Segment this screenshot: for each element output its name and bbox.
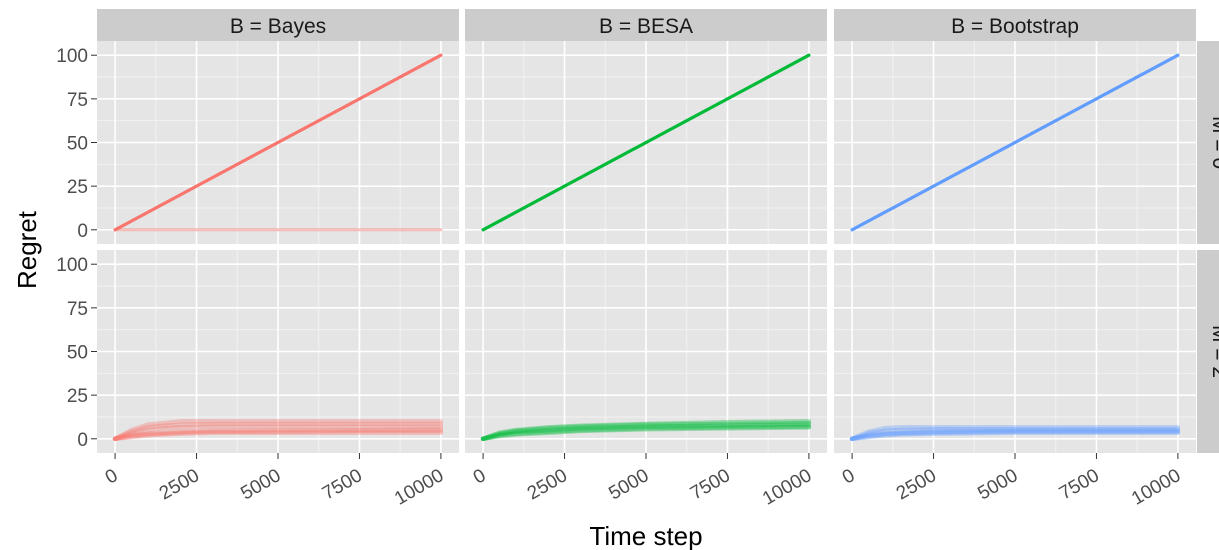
panel-b-besa-m-2	[465, 250, 827, 453]
series-line-b-bayes-m-2-4	[112, 428, 444, 442]
series-line-b-bayes-m-2-2	[112, 424, 444, 442]
y-tick-label: 50	[67, 134, 88, 155]
y-tick-label: 25	[67, 386, 88, 407]
row-strip-label-m-0: M = 0	[1208, 116, 1219, 169]
strip-b-bayes	[97, 9, 459, 41]
panel-b-besa-m-0	[465, 41, 827, 244]
strip-label-b-bayes: B = Bayes	[230, 15, 326, 38]
series-line-b-besa-m-2-2	[480, 422, 812, 442]
y-tick-label: 100	[56, 46, 88, 67]
series-line-b-bayes-m-0-0	[113, 53, 443, 232]
row-strip-label-m-2: M = 2	[1208, 325, 1219, 378]
row-strip-m-2	[1197, 250, 1219, 453]
series-line-b-besa-m-2-3	[480, 424, 812, 442]
y-tick-label: 75	[67, 299, 88, 320]
panel-b-bayes-m-2	[97, 250, 459, 453]
series-line-b-bootstrap-m-2-4	[849, 430, 1181, 442]
strip-b-besa	[465, 9, 827, 41]
panel-b-bootstrap-m-2	[834, 250, 1196, 453]
y-tick-label: 25	[67, 177, 88, 198]
y-tick-label: 75	[67, 90, 88, 111]
series-line-b-bootstrap-m-2-2	[849, 428, 1181, 442]
series-line-b-bootstrap-m-2-3	[849, 429, 1181, 442]
series-line-b-besa-m-2-4	[480, 425, 812, 442]
series-line-b-besa-m-2-0	[480, 419, 812, 442]
series-line-b-bayes-m-2-1	[112, 421, 444, 442]
series-line-b-besa-m-0-0	[481, 53, 811, 232]
series-line-b-bayes-m-2-0	[112, 419, 444, 442]
strip-b-bootstrap	[834, 9, 1196, 41]
series-line-b-bootstrap-m-2-0	[849, 425, 1181, 442]
panels-layer: B = Bayes B = BESA B = Bootstrap M = 0 M = 2	[97, 9, 1219, 453]
y-axis-title: Regret	[12, 210, 42, 289]
series-line-b-besa-m-2-1	[480, 420, 812, 442]
panel-b-bayes-m-0	[97, 41, 459, 244]
series-line-b-bootstrap-m-0-0	[850, 53, 1180, 232]
strip-label-b-bootstrap: B = Bootstrap	[951, 15, 1079, 38]
series-line-b-bayes-m-2-5	[112, 430, 444, 442]
y-tick-label: 0	[77, 221, 88, 242]
x-axis-title: Time step	[589, 521, 702, 550]
y-tick-label: 50	[67, 343, 88, 364]
series-line-b-bootstrap-m-2-1	[849, 426, 1181, 442]
panel-b-bootstrap-m-0	[834, 41, 1196, 244]
y-tick-label: 100	[56, 255, 88, 276]
strip-label-b-besa: B = BESA	[599, 15, 693, 38]
y-tick-label: 0	[77, 430, 88, 451]
row-strip-m-0	[1197, 41, 1219, 244]
series-line-b-bayes-m-2-3	[112, 426, 444, 442]
